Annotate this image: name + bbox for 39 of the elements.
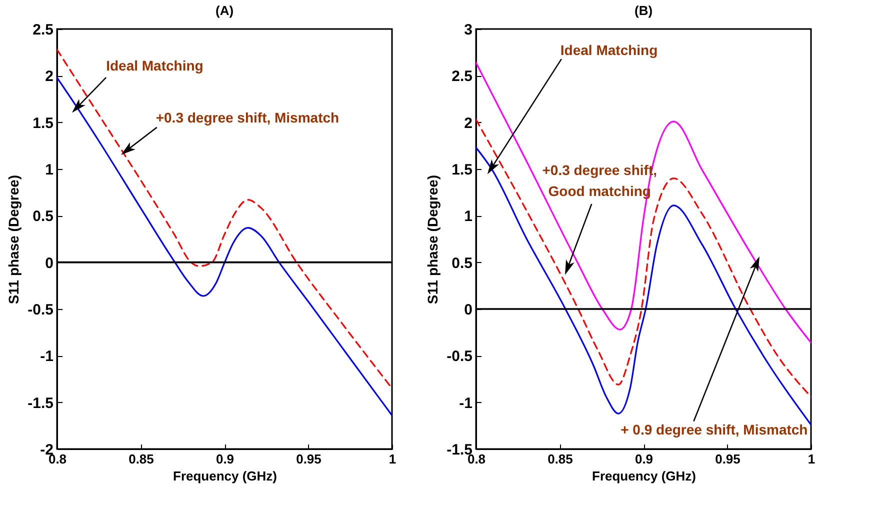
y-tick-label: 1 [45,162,54,178]
y-tick-label: -1.5 [28,394,54,412]
x-tick-label: 0.9 [634,452,654,466]
y-tick-label: 0.5 [452,254,472,272]
y-tick-label: -1 [40,348,54,366]
chart-title: (A) [215,3,234,18]
y-tick-label: -0.5 [446,348,472,366]
y-tick-label: 2 [45,68,54,86]
x-axis-title: Frequency (GHz) [172,468,278,484]
annotation: + 0.9 degree shift, Mismatch [620,421,808,438]
x-tick-label: 0.95 [715,452,740,466]
annotation: Ideal Matching [560,42,658,58]
annotation: Ideal Matching [106,57,204,74]
x-tick-label: 0.85 [548,452,573,466]
y-tick-label: 0 [45,254,54,272]
x-tick-label: 0.95 [296,452,322,466]
annotation: +0.3 degree shift, Mismatch [156,109,340,126]
y-tick-label: -1 [459,394,472,412]
y-tick-label: 3 [464,22,472,38]
x-tick-label: 1 [388,452,396,466]
y-tick-label: 2.5 [32,22,54,38]
y-axis-title: S11 phase (Degree) [424,174,441,304]
x-tick-label: 0.85 [128,452,154,466]
y-tick-label: 1 [464,208,472,226]
x-tick-label: 1 [808,452,816,466]
x-tick-label: 0.9 [216,452,234,466]
y-tick-label: 1.5 [452,162,472,178]
y-tick-label: 1.5 [32,114,54,132]
x-axis-title: Frequency (GHz) [592,468,696,484]
y-tick-label: -0.5 [28,302,54,318]
line-series [476,62,811,344]
y-tick-label: 0 [464,302,472,318]
line-series [476,146,811,426]
y-tick-label: 0.5 [32,208,54,226]
y-tick-label: 2.5 [452,68,472,86]
chart-title: (B) [634,3,653,18]
line-series [476,118,811,398]
y-axis-title: S11 phase (Degree) [6,174,22,304]
y-tick-label: 2 [464,114,472,132]
